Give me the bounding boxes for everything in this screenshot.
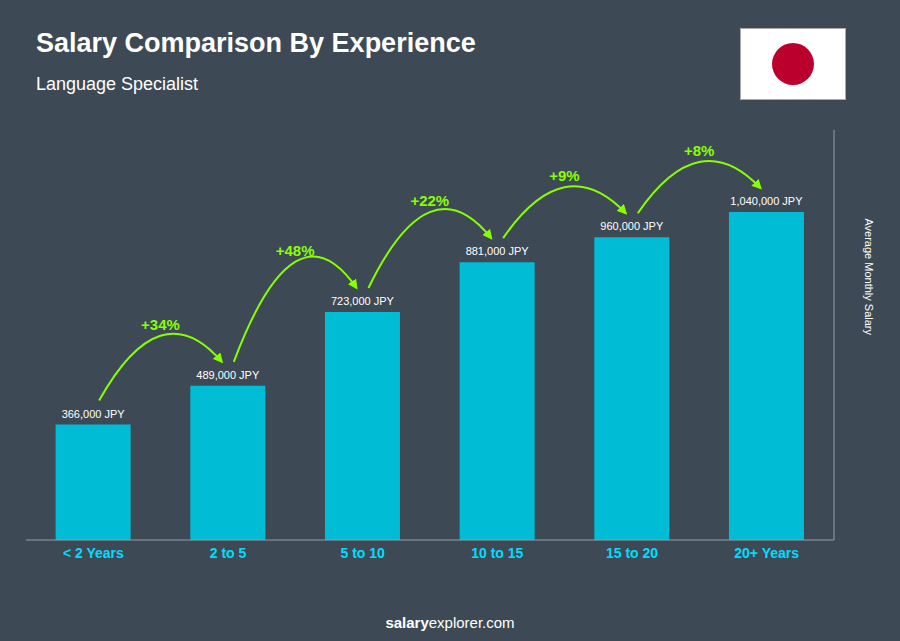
svg-text:+34%: +34% (141, 316, 180, 333)
svg-text:< 2 Years: < 2 Years (63, 545, 124, 561)
svg-text:+8%: +8% (684, 142, 714, 159)
svg-text:881,000 JPY: 881,000 JPY (466, 245, 530, 257)
svg-text:489,000 JPY: 489,000 JPY (196, 369, 260, 381)
svg-text:366,000 JPY: 366,000 JPY (62, 408, 126, 420)
svg-text:+9%: +9% (549, 167, 579, 184)
svg-text:20+ Years: 20+ Years (734, 545, 799, 561)
svg-text:15 to 20: 15 to 20 (606, 545, 658, 561)
svg-text:Average Monthly Salary: Average Monthly Salary (863, 218, 875, 335)
html-text:Salary Comparison By Experienc: Salary Comparison By Experience (36, 28, 476, 58)
svg-text:+22%: +22% (410, 192, 449, 209)
html-text:Language Specialist: Language Specialist (36, 74, 199, 94)
svg-text:723,000 JPY: 723,000 JPY (331, 295, 395, 307)
svg-text:1,040,000 JPY: 1,040,000 JPY (730, 195, 803, 207)
svg-text:2 to 5: 2 to 5 (210, 545, 247, 561)
svg-text:5 to 10: 5 to 10 (340, 545, 385, 561)
svg-text:10 to 15: 10 to 15 (471, 545, 523, 561)
svg-text:+48%: +48% (276, 242, 315, 259)
svg-text:960,000 JPY: 960,000 JPY (600, 220, 664, 232)
html-text:salary explorer.com: salary explorer.com (385, 614, 515, 631)
